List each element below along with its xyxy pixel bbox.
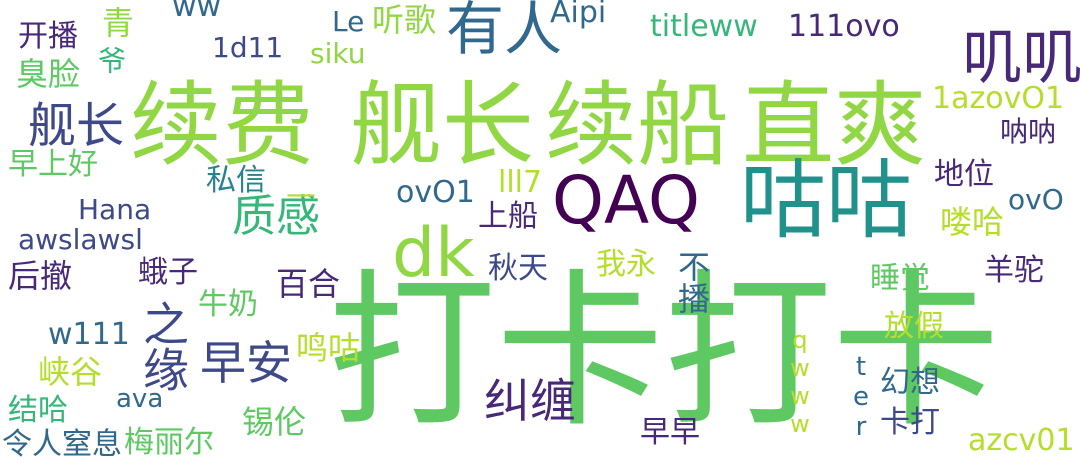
word: 早安 <box>200 336 292 390</box>
word: qwww <box>786 326 814 438</box>
word: azcv01 <box>968 423 1075 458</box>
word: dk <box>392 214 475 293</box>
word: 打卡打卡 <box>328 254 1000 450</box>
word: 质感 <box>232 191 320 242</box>
word: 舰长 <box>28 98 125 154</box>
word: 百合 <box>276 265 341 303</box>
word: 上船 <box>478 199 538 234</box>
word: ovO1 <box>396 175 475 210</box>
word: 听歌 <box>372 1 437 39</box>
word: 羊驼 <box>984 253 1044 288</box>
word: 臭脸 <box>16 55 81 93</box>
word: 111ovo <box>788 9 900 44</box>
word: siku <box>310 37 366 70</box>
word: 叽叽 <box>962 23 1080 93</box>
word: 之缘 <box>136 300 190 392</box>
word: 有人 <box>446 0 563 63</box>
word: 秋天 <box>488 251 548 286</box>
word: 开播 <box>18 19 78 54</box>
word: Hana <box>78 193 152 226</box>
word: 早早 <box>640 415 700 450</box>
word: 1azovO1 <box>932 81 1065 116</box>
word: 直爽 <box>742 72 927 179</box>
word: 喽哈 <box>940 203 1005 241</box>
word: 后撤 <box>8 257 73 295</box>
word: — <box>286 177 316 212</box>
word: 青 <box>97 6 135 38</box>
word: 令人窒息 <box>2 427 122 462</box>
word: 续费 <box>130 72 315 179</box>
word: 续船 <box>545 72 730 179</box>
word: 舰长 <box>350 72 535 179</box>
word: ovO <box>1008 183 1064 216</box>
word: 峡谷 <box>38 353 103 391</box>
word: 呐呐 <box>1000 115 1057 148</box>
word: 放假 <box>884 309 944 344</box>
word: 睡觉 <box>870 261 930 296</box>
word: 牛奶 <box>198 287 258 322</box>
word: 私信 <box>206 163 266 198</box>
word: QAQ <box>552 162 700 239</box>
word: lll7 <box>498 165 543 200</box>
word: 地位 <box>934 157 994 192</box>
word: 鸣咕 <box>296 329 361 367</box>
word: awslawsl <box>18 223 143 256</box>
word: ter <box>846 352 876 442</box>
word: 纠缠 <box>484 374 576 428</box>
word: 不播 <box>673 250 711 314</box>
word: 1d11 <box>212 31 284 64</box>
word: w111 <box>48 317 130 352</box>
word: Le <box>332 5 365 38</box>
word: 咕咕 <box>740 151 912 251</box>
word: Aipi <box>550 0 607 30</box>
word: titleww <box>650 9 758 44</box>
word: 爷 <box>94 46 127 74</box>
word: ww <box>172 0 222 24</box>
word: ava <box>116 384 164 414</box>
word: 早上好 <box>8 147 98 182</box>
word: 梅丽尔 <box>124 425 214 460</box>
word: 结哈 <box>8 393 68 428</box>
word: 蛾子 <box>138 255 198 290</box>
word: 我永 <box>596 247 656 282</box>
word: 卡打 <box>880 405 940 440</box>
word: 锡伦 <box>242 403 307 441</box>
word: 幻想 <box>880 365 940 400</box>
